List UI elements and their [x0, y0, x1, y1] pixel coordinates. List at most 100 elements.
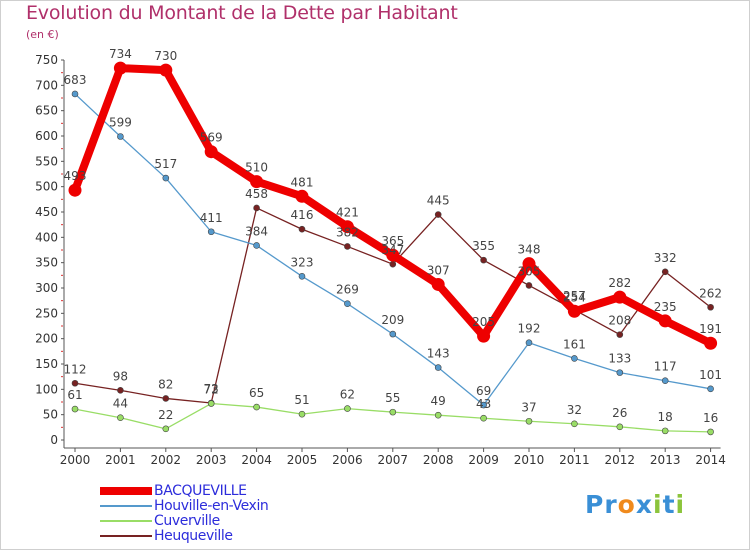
y-tick-label: 550 [35, 154, 58, 168]
logo-letter: x [635, 490, 653, 519]
data-label: 98 [113, 369, 128, 383]
data-label: 384 [245, 224, 268, 238]
x-tick-label: 2012 [605, 453, 636, 467]
logo-letter: r [604, 490, 618, 519]
x-tick-label: 2006 [332, 453, 363, 467]
data-point [661, 268, 669, 276]
proxiti-logo: Proxiti [585, 490, 685, 519]
data-point [477, 329, 491, 343]
data-label: 348 [518, 243, 541, 257]
data-point [661, 427, 669, 435]
data-label: 22 [158, 408, 173, 422]
data-point [658, 314, 672, 328]
data-point [525, 339, 533, 347]
legend-swatch [100, 487, 152, 495]
data-label: 32 [567, 403, 582, 417]
data-point [661, 377, 669, 385]
data-label: 269 [336, 283, 359, 297]
data-point [616, 331, 624, 338]
legend-item: Heuqueville [100, 529, 400, 544]
data-label: 37 [521, 400, 536, 414]
y-tick-label: 750 [35, 53, 58, 67]
data-label: 26 [612, 406, 627, 420]
data-label: 599 [109, 116, 132, 130]
data-point [522, 257, 536, 271]
x-tick-label: 2011 [559, 453, 590, 467]
data-label: 282 [608, 276, 631, 290]
data-label: 49 [431, 394, 446, 408]
logo-letter: o [617, 490, 636, 519]
data-label: 734 [109, 47, 132, 61]
y-tick-label: 650 [35, 104, 58, 118]
data-point [71, 379, 79, 387]
data-point [71, 405, 79, 413]
y-tick-label: 0 [50, 433, 58, 447]
x-tick-label: 2004 [241, 453, 272, 467]
data-point [571, 355, 578, 362]
data-label: 82 [158, 377, 173, 391]
data-point [389, 260, 397, 268]
data-point [571, 420, 578, 428]
data-label: 323 [291, 255, 314, 269]
data-point [340, 220, 354, 234]
data-label: 332 [654, 251, 677, 265]
data-point [525, 282, 533, 289]
data-label: 18 [658, 410, 673, 424]
data-point [207, 228, 215, 236]
logo-letter: P [585, 490, 605, 519]
data-label: 421 [336, 206, 359, 220]
x-tick-label: 2001 [105, 453, 136, 467]
x-tick-label: 2003 [196, 453, 227, 467]
y-tick-label: 450 [35, 205, 58, 219]
data-label: 117 [654, 360, 677, 374]
data-point [707, 428, 714, 436]
data-point [71, 90, 79, 98]
y-tick-label: 250 [35, 306, 58, 320]
x-tick-label: 2002 [151, 453, 182, 467]
data-label: 72 [204, 383, 219, 397]
data-label: 62 [340, 388, 355, 402]
data-label: 112 [64, 362, 87, 376]
data-point [707, 385, 714, 393]
data-label: 55 [385, 391, 400, 405]
data-point [480, 256, 487, 264]
data-label: 44 [113, 397, 128, 411]
data-label: 510 [245, 161, 268, 175]
data-label: 257 [563, 289, 586, 303]
data-label: 445 [427, 194, 450, 208]
y-tick-label: 200 [35, 332, 58, 346]
data-label: 416 [291, 208, 314, 222]
legend: BACQUEVILLE Houville-en-Vexin Cuverville He… [100, 484, 400, 544]
data-point [117, 414, 124, 422]
data-label: 730 [154, 49, 177, 63]
logo-letter: i [675, 490, 686, 519]
data-point [344, 300, 351, 308]
legend-item: BACQUEVILLE [100, 484, 400, 499]
data-point [616, 423, 624, 431]
data-point [159, 63, 173, 77]
data-point [431, 277, 445, 291]
data-point [525, 417, 533, 425]
legend-label: Houville-en-Vexin [154, 498, 269, 514]
y-tick-label: 100 [35, 382, 58, 396]
data-point [250, 175, 264, 189]
data-point [480, 401, 487, 409]
data-point [204, 145, 218, 159]
x-tick-label: 2009 [468, 453, 499, 467]
data-label: 254 [563, 290, 586, 304]
data-point [117, 387, 124, 394]
data-label: 43 [476, 397, 491, 411]
data-point [389, 408, 397, 416]
data-label: 133 [608, 352, 631, 366]
x-tick-label: 2007 [378, 453, 409, 467]
data-label: 73 [204, 382, 219, 396]
y-unit-label: (en €) [26, 28, 59, 41]
data-label: 208 [608, 314, 631, 328]
data-point [207, 400, 215, 407]
x-tick-label: 2005 [287, 453, 318, 467]
data-point [162, 395, 170, 402]
data-point [295, 189, 309, 203]
x-tick-label: 2014 [695, 453, 726, 467]
